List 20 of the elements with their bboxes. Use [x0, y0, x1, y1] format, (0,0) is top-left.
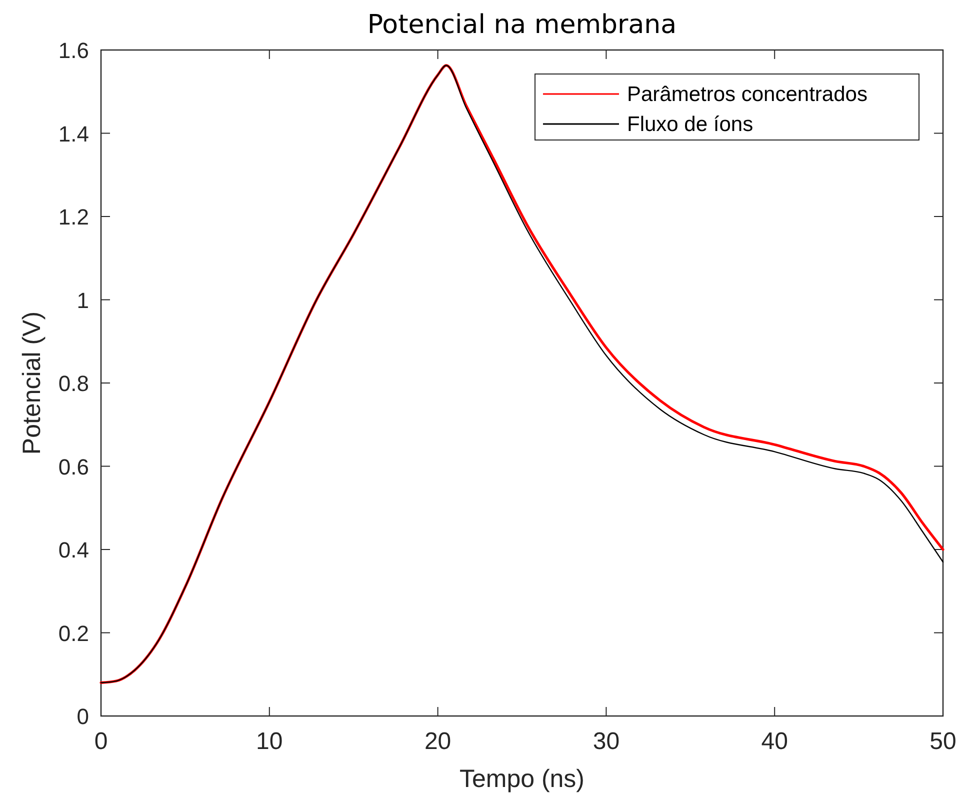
x-tick-label: 20 — [424, 728, 452, 755]
x-tick-label: 50 — [930, 728, 956, 755]
legend-label: Fluxo de íons — [627, 113, 754, 136]
x-tick-label: 40 — [761, 728, 788, 755]
y-tick-label: 1 — [76, 288, 89, 313]
chart-title: Potencial na membrana — [367, 10, 677, 40]
y-tick-label: 0.2 — [58, 620, 89, 646]
x-tick-label: 0 — [94, 728, 108, 755]
y-tick-label: 1.6 — [58, 38, 89, 63]
y-tick-label: 0.8 — [58, 371, 89, 396]
y-axis-title: Potencial (V) — [18, 311, 46, 455]
x-tick-label: 10 — [256, 728, 283, 755]
y-tick-label: 0 — [76, 704, 89, 729]
x-axis-title: Tempo (ns) — [459, 765, 585, 793]
legend-label: Parâmetros concentrados — [627, 83, 868, 106]
y-tick-label: 0.4 — [58, 538, 89, 562]
y-tick-label: 1.2 — [58, 204, 89, 230]
x-tick-label: 30 — [592, 728, 620, 755]
y-tick-label: 0.6 — [58, 454, 89, 480]
y-tick-label: 1.4 — [58, 121, 89, 146]
